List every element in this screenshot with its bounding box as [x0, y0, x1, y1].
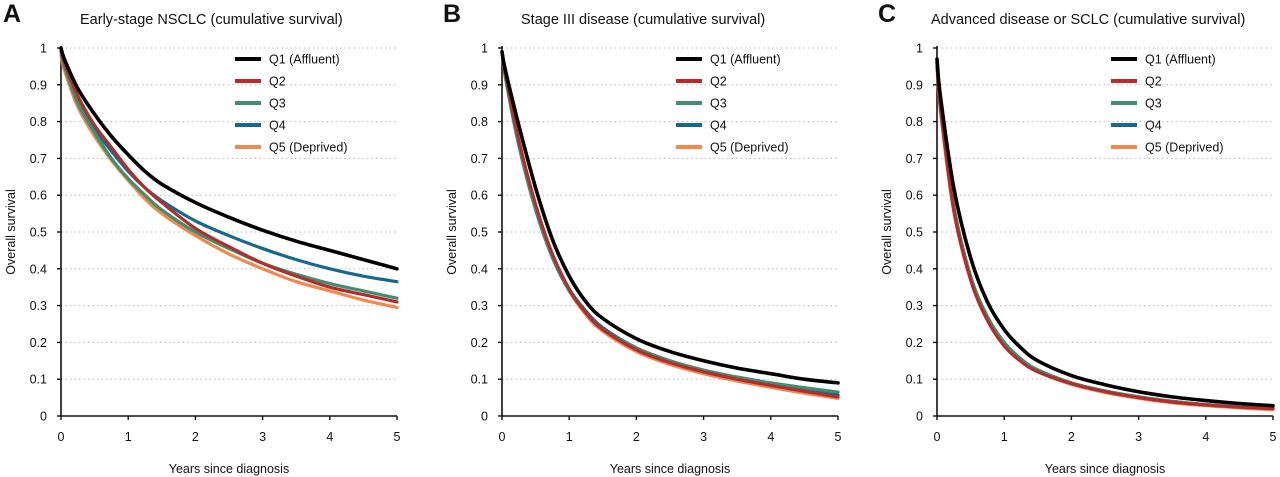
y-tick-label: 0.8 — [30, 115, 47, 129]
legend-label: Q1 (Affluent) — [269, 53, 340, 67]
panel-title: Advanced disease or SCLC (cumulative sur… — [931, 12, 1245, 28]
series-line-q3 — [937, 63, 1273, 409]
x-axis-label: Years since diagnosis — [1045, 462, 1165, 476]
y-tick-label: 0 — [481, 410, 488, 424]
panel-a: A Early-stage NSCLC (cumulative survival)… — [3, 0, 401, 476]
y-tick-label: 0.9 — [30, 78, 47, 92]
x-tick-label: 5 — [835, 430, 842, 444]
y-tick-label: 0.5 — [30, 226, 47, 240]
y-tick-label: 0.6 — [471, 189, 488, 203]
y-tick-label: 0.9 — [471, 78, 488, 92]
legend: Q1 (Affluent) Q2 Q3 Q4 Q5 (Deprived) — [1111, 53, 1224, 155]
x-tick-label: 3 — [1135, 430, 1142, 444]
y-axis-label: Overall survival — [880, 189, 894, 274]
x-tick-label: 2 — [1068, 430, 1075, 444]
y-tick-label: 0.3 — [906, 299, 923, 313]
x-tick-label: 0 — [934, 430, 941, 444]
series-line-q5-deprived — [937, 66, 1273, 409]
series-line-q4 — [502, 52, 838, 395]
y-tick-label: 0.1 — [906, 373, 923, 387]
survival-figure: A Early-stage NSCLC (cumulative survival)… — [0, 0, 1280, 477]
y-tick-label: 0.5 — [906, 226, 923, 240]
x-tick-label: 1 — [566, 430, 573, 444]
y-tick-label: 0.6 — [30, 189, 47, 203]
x-tick-label: 4 — [326, 430, 333, 444]
y-tick-label: 1 — [40, 42, 47, 56]
x-tick-label: 4 — [1202, 430, 1209, 444]
x-axis-label: Years since diagnosis — [610, 462, 730, 476]
series-line-q3 — [502, 52, 838, 392]
series-line-q3 — [61, 52, 397, 299]
x-tick-label: 2 — [192, 430, 199, 444]
panel-letter: A — [3, 0, 21, 28]
y-tick-label: 0.4 — [471, 262, 488, 276]
x-tick-label: 1 — [1001, 430, 1008, 444]
panel-title: Early-stage NSCLC (cumulative survival) — [80, 12, 343, 28]
legend-label: Q5 (Deprived) — [1145, 141, 1224, 155]
legend-label: Q4 — [710, 119, 727, 133]
legend-label: Q5 (Deprived) — [269, 141, 348, 155]
legend: Q1 (Affluent) Q2 Q3 Q4 Q5 (Deprived) — [235, 53, 348, 155]
legend: Q1 (Affluent) Q2 Q3 Q4 Q5 (Deprived) — [676, 53, 789, 155]
legend-label: Q3 — [1145, 97, 1162, 111]
series-line-q2 — [61, 48, 397, 302]
series-line-q2 — [937, 63, 1273, 409]
legend-label: Q2 — [1145, 75, 1162, 89]
legend-label: Q2 — [269, 75, 286, 89]
y-tick-label: 0.8 — [906, 115, 923, 129]
x-tick-label: 0 — [499, 430, 506, 444]
y-tick-label: 0.7 — [30, 152, 47, 166]
series-line-q2 — [502, 52, 838, 397]
x-tick-label: 4 — [767, 430, 774, 444]
y-tick-label: 0.3 — [471, 299, 488, 313]
y-tick-label: 0.1 — [471, 373, 488, 387]
x-tick-label: 3 — [259, 430, 266, 444]
legend-label: Q5 (Deprived) — [710, 141, 789, 155]
y-tick-label: 0.6 — [906, 189, 923, 203]
x-tick-label: 5 — [394, 430, 401, 444]
y-axis-label: Overall survival — [445, 189, 459, 274]
y-tick-label: 0 — [40, 410, 47, 424]
y-tick-label: 0.2 — [30, 336, 47, 350]
series-line-q4 — [937, 63, 1273, 409]
legend-label: Q3 — [269, 97, 286, 111]
x-axis-label: Years since diagnosis — [169, 462, 289, 476]
x-tick-label: 0 — [58, 430, 65, 444]
legend-label: Q3 — [710, 97, 727, 111]
y-tick-label: 0.4 — [30, 262, 47, 276]
y-axis-label: Overall survival — [4, 189, 18, 274]
y-tick-label: 0.7 — [471, 152, 488, 166]
panel-c: C Advanced disease or SCLC (cumulative su… — [878, 0, 1277, 476]
legend-label: Q1 (Affluent) — [1145, 53, 1216, 67]
series-line-q5-deprived — [502, 52, 838, 399]
x-tick-label: 5 — [1270, 430, 1277, 444]
panel-title: Stage III disease (cumulative survival) — [521, 12, 765, 28]
y-tick-label: 0 — [916, 410, 923, 424]
series-line-q5-deprived — [61, 55, 397, 307]
x-tick-label: 3 — [700, 430, 707, 444]
panel-letter: B — [443, 0, 461, 28]
legend-label: Q1 (Affluent) — [710, 53, 781, 67]
y-tick-label: 0.8 — [471, 115, 488, 129]
y-tick-label: 0.3 — [30, 299, 47, 313]
x-tick-label: 2 — [633, 430, 640, 444]
panel-b: B Stage III disease (cumulative survival)… — [443, 0, 842, 476]
y-tick-label: 0.9 — [906, 78, 923, 92]
series-line-q1-affluent — [502, 52, 838, 383]
legend-label: Q2 — [710, 75, 727, 89]
y-tick-label: 0.7 — [906, 152, 923, 166]
y-tick-label: 0.1 — [30, 373, 47, 387]
y-tick-label: 1 — [481, 42, 488, 56]
x-tick-label: 1 — [125, 430, 132, 444]
y-tick-label: 1 — [916, 42, 923, 56]
y-tick-label: 0.2 — [471, 336, 488, 350]
y-tick-label: 0.2 — [906, 336, 923, 350]
y-tick-label: 0.5 — [471, 226, 488, 240]
y-tick-label: 0.4 — [906, 262, 923, 276]
legend-label: Q4 — [269, 119, 286, 133]
legend-label: Q4 — [1145, 119, 1162, 133]
panel-letter: C — [878, 0, 896, 28]
